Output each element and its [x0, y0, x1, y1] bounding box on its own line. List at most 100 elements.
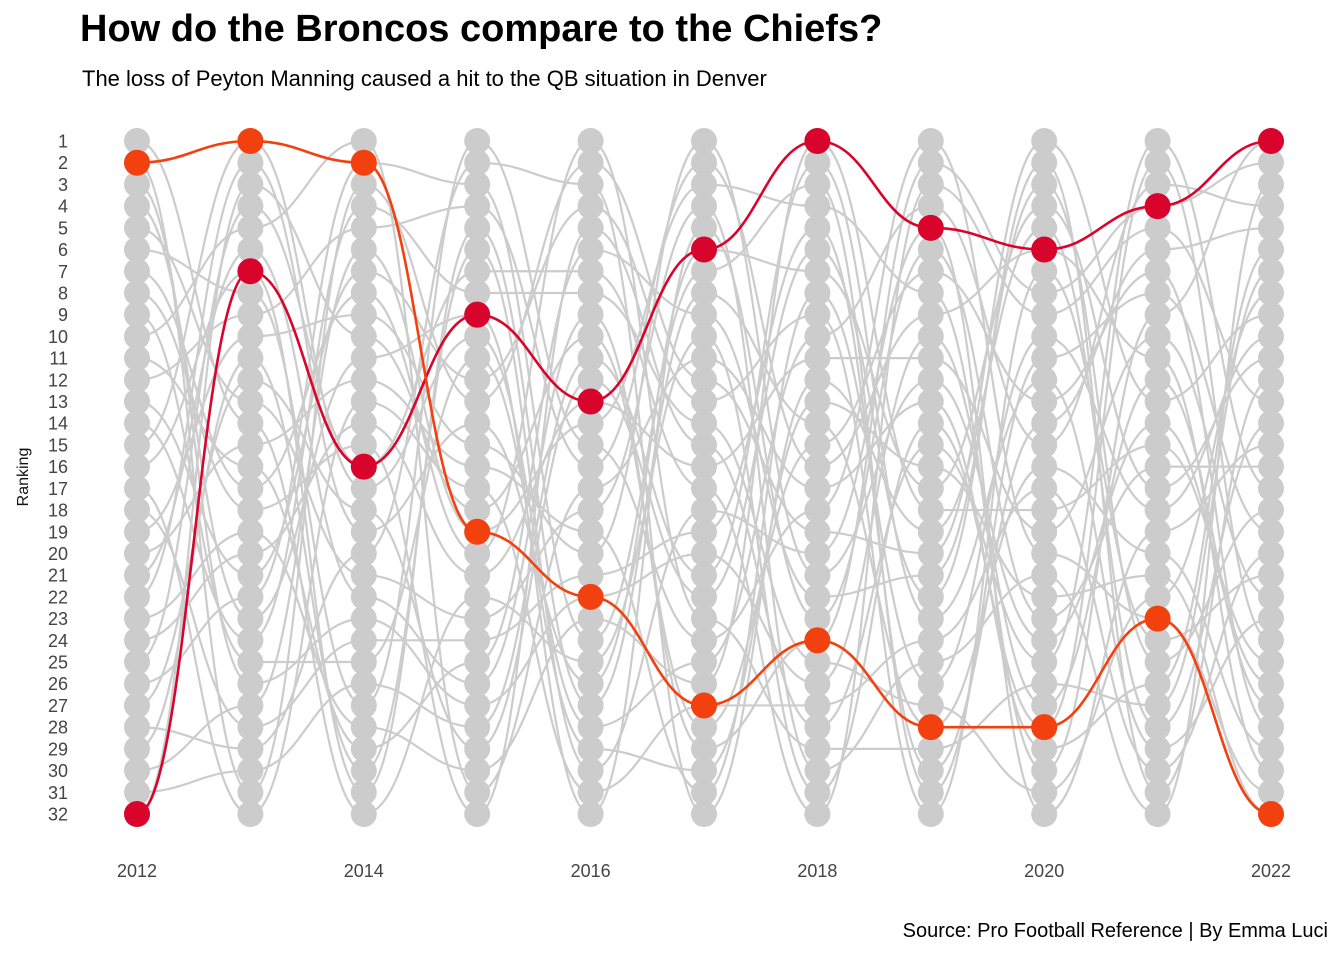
background-team-point [691, 149, 717, 176]
background-team-point [464, 345, 491, 372]
background-team-point [124, 171, 150, 198]
background-team-point [917, 258, 944, 285]
background-team-point [237, 149, 264, 176]
background-team-point [464, 497, 491, 524]
background-team-point [464, 236, 491, 263]
background-team-line [136, 183, 1272, 816]
background-team-point [237, 388, 264, 415]
background-team-point [804, 540, 831, 567]
y-tick-label: 9 [58, 305, 68, 325]
background-team-point [1144, 345, 1171, 372]
background-team-point [804, 193, 831, 220]
background-team-point [804, 583, 831, 610]
background-team-point [917, 692, 944, 719]
background-team-point [804, 388, 831, 415]
background-team-point [804, 171, 831, 198]
background-team-point [1258, 779, 1284, 806]
background-team-point [804, 735, 831, 762]
background-team-line [136, 139, 1272, 772]
y-tick-label: 26 [48, 674, 68, 694]
background-team-point [577, 714, 604, 741]
background-team-point [917, 757, 944, 784]
background-team-line [136, 161, 1272, 794]
background-team-point [1144, 323, 1171, 350]
background-team-point [124, 410, 150, 437]
background-team-point [237, 692, 264, 719]
background-team-point [1144, 518, 1171, 545]
background-team-point [124, 714, 150, 741]
background-team-point [124, 128, 150, 154]
background-team-point [1031, 692, 1058, 719]
highlight-series-point-0 [1144, 193, 1171, 220]
background-team-point [350, 779, 377, 806]
background-team-point [917, 171, 944, 198]
background-team-point [1031, 453, 1058, 480]
background-team-point [237, 779, 264, 806]
background-team-point [464, 323, 491, 350]
y-tick-label: 5 [58, 218, 68, 238]
background-team-point [804, 453, 831, 480]
background-team-point [350, 801, 377, 827]
background-team-point [1031, 497, 1058, 524]
background-team-point [237, 583, 264, 610]
background-team-point [691, 323, 717, 350]
background-team-point [1258, 410, 1284, 437]
background-team-point [804, 518, 831, 545]
background-team-point [1258, 214, 1284, 241]
highlight-series-point-0 [804, 128, 831, 154]
background-team-point [1031, 345, 1058, 372]
background-team-point [1144, 670, 1171, 697]
background-team-point [1258, 714, 1284, 741]
y-tick-label: 32 [48, 805, 68, 825]
background-team-point [804, 670, 831, 697]
background-team-point [691, 193, 717, 220]
background-team-point [1031, 562, 1058, 589]
background-team-point [1031, 431, 1058, 458]
background-team-point [804, 801, 831, 827]
background-team-point [350, 366, 377, 393]
background-team-point [917, 801, 944, 827]
x-tick-label: 2014 [344, 861, 384, 881]
background-team-point [464, 540, 491, 567]
background-team-point [1258, 649, 1284, 676]
highlight-series-point-1 [124, 149, 150, 176]
background-team-point [577, 236, 604, 263]
background-team-point [577, 757, 604, 784]
background-team-point [691, 301, 717, 328]
highlight-series-point-1 [691, 692, 717, 719]
background-team-point [917, 779, 944, 806]
background-team-point [350, 193, 377, 220]
background-team-point [1144, 714, 1171, 741]
highlight-series-point-0 [691, 236, 717, 263]
background-team-line [136, 400, 1272, 816]
background-team-point [1258, 540, 1284, 567]
background-team-point [691, 714, 717, 741]
background-team-point [350, 258, 377, 285]
background-team-point [464, 692, 491, 719]
background-team-point [1258, 236, 1284, 263]
background-team-point [804, 279, 831, 306]
background-team-point [1258, 735, 1284, 762]
background-team-point [804, 258, 831, 285]
background-team-point [917, 345, 944, 372]
background-team-point [350, 714, 377, 741]
background-team-point [464, 627, 491, 654]
background-team-point [577, 410, 604, 437]
highlight-series-point-0 [350, 453, 377, 480]
background-team-point [124, 279, 150, 306]
background-team-point [124, 779, 150, 806]
background-team-point [350, 431, 377, 458]
background-team-point [1031, 540, 1058, 567]
highlight-series-point-1 [804, 627, 831, 654]
background-team-point [464, 475, 491, 502]
background-team-point [237, 605, 264, 632]
background-team-point [464, 388, 491, 415]
background-team-point [577, 627, 604, 654]
background-team-point [464, 258, 491, 285]
background-team-point [464, 779, 491, 806]
background-team-point [1258, 301, 1284, 328]
background-team-point [464, 735, 491, 762]
background-team-point [350, 757, 377, 784]
background-team-point [917, 735, 944, 762]
background-team-point [464, 757, 491, 784]
